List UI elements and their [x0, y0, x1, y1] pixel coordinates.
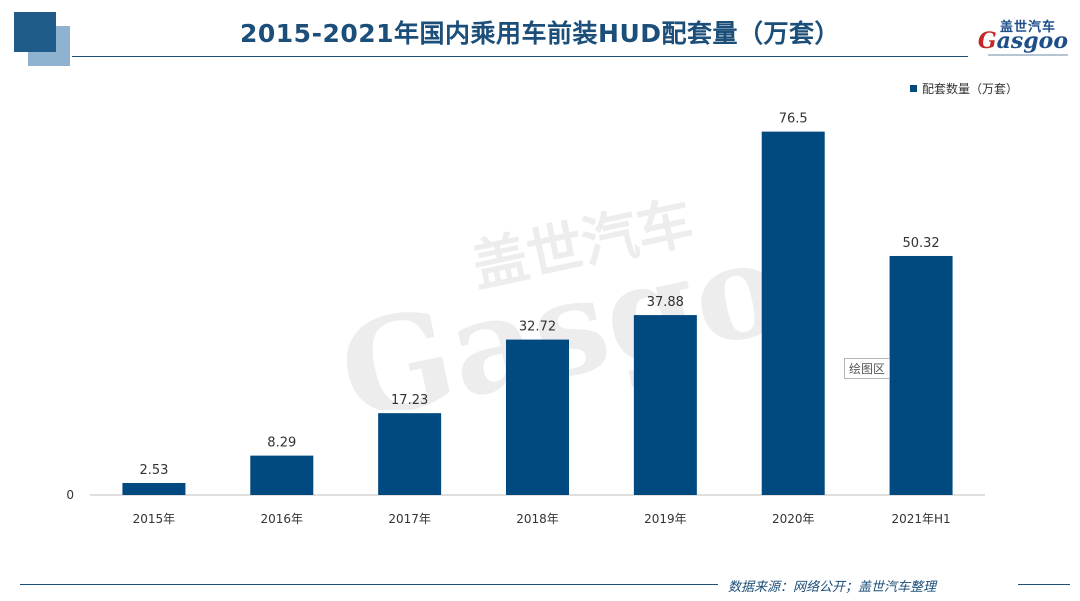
x-tick-label: 2015年: [133, 512, 176, 526]
plot-area-tag: 绘图区: [844, 358, 891, 379]
bar: [378, 413, 442, 495]
data-label: 37.88: [647, 295, 684, 310]
data-label: 2.53: [139, 463, 168, 478]
data-label: 76.5: [779, 112, 808, 127]
logo-english-text: Gasgoo: [978, 28, 1068, 54]
bar: [889, 255, 953, 495]
gasgoo-logo: 盖世汽车 Gasgoo: [976, 16, 1068, 60]
x-tick-label: 2021年H1: [891, 512, 950, 526]
chart-title: 2015-2021年国内乘用车前装HUD配套量（万套）: [239, 19, 840, 48]
bar: [506, 339, 569, 495]
y-tick-label: 0: [66, 488, 74, 502]
chart-legend: 配套数量（万套）: [909, 80, 1018, 97]
bar: [633, 315, 697, 495]
logo-chinese-text: 盖世汽车: [999, 20, 1056, 35]
data-source: 数据来源：网络公开；盖世汽车整理: [728, 580, 937, 595]
title-divider: [72, 56, 968, 57]
data-label: 32.72: [519, 320, 556, 335]
legend-swatch: [909, 85, 917, 92]
logo-rest: asgoo: [996, 28, 1068, 54]
bar: [122, 482, 186, 495]
footer-divider-left: [20, 584, 718, 585]
data-label: 17.23: [391, 393, 428, 408]
corner-decoration-dark: [14, 12, 56, 52]
x-tick-label: 2020年: [772, 512, 815, 526]
x-tick-label: 2019年: [644, 512, 687, 526]
x-tick-label: 2018年: [516, 512, 559, 526]
footer-divider-right: [1018, 584, 1070, 585]
x-tick-label: 2016年: [261, 512, 304, 526]
x-tick-label: 2017年: [388, 512, 431, 526]
legend-label: 配套数量（万套）: [921, 82, 1018, 96]
bar: [250, 455, 314, 495]
data-label: 8.29: [267, 436, 296, 451]
logo-underline: [988, 54, 1068, 56]
data-label: 50.32: [902, 236, 939, 251]
logo-initial: G: [977, 28, 997, 54]
bar: [761, 131, 825, 495]
